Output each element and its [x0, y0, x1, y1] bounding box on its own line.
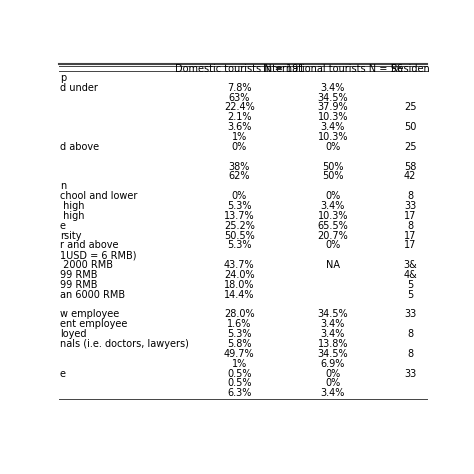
Text: high: high — [60, 211, 84, 221]
Text: d above: d above — [60, 142, 99, 152]
Text: 0%: 0% — [325, 240, 340, 250]
Text: 33: 33 — [404, 310, 416, 319]
Text: 7.8%: 7.8% — [227, 83, 252, 93]
Text: 8: 8 — [407, 191, 413, 201]
Text: 3.4%: 3.4% — [321, 388, 345, 398]
Text: 5.8%: 5.8% — [227, 339, 252, 349]
Text: 13.7%: 13.7% — [224, 211, 255, 221]
Text: e: e — [60, 368, 66, 379]
Text: 2000 RMB: 2000 RMB — [60, 260, 113, 270]
Text: 62%: 62% — [228, 172, 250, 182]
Text: d under: d under — [60, 83, 98, 93]
Text: NA: NA — [326, 260, 340, 270]
Text: 25: 25 — [404, 142, 416, 152]
Text: 3&: 3& — [403, 260, 417, 270]
Text: 5: 5 — [407, 280, 413, 290]
Text: 1%: 1% — [232, 132, 247, 142]
Text: 49.7%: 49.7% — [224, 349, 255, 359]
Text: 0.5%: 0.5% — [227, 378, 252, 388]
Text: 3.4%: 3.4% — [321, 122, 345, 132]
Text: 22.4%: 22.4% — [224, 102, 255, 112]
Text: 28.0%: 28.0% — [224, 310, 255, 319]
Text: 8: 8 — [407, 329, 413, 339]
Text: 3.6%: 3.6% — [227, 122, 251, 132]
Text: 99 RMB: 99 RMB — [60, 280, 98, 290]
Text: ent employee: ent employee — [60, 319, 128, 329]
Text: 34.5%: 34.5% — [318, 92, 348, 102]
Text: 25: 25 — [404, 102, 416, 112]
Text: 99 RMB: 99 RMB — [60, 270, 98, 280]
Text: 3.4%: 3.4% — [321, 329, 345, 339]
Text: 8: 8 — [407, 221, 413, 231]
Text: 0%: 0% — [232, 191, 247, 201]
Text: 50%: 50% — [322, 172, 344, 182]
Text: 6.9%: 6.9% — [321, 359, 345, 369]
Text: r and above: r and above — [60, 240, 118, 250]
Text: 38%: 38% — [228, 162, 250, 172]
Text: 17: 17 — [404, 240, 416, 250]
Text: 34.5%: 34.5% — [318, 310, 348, 319]
Text: 24.0%: 24.0% — [224, 270, 255, 280]
Text: 3.4%: 3.4% — [321, 83, 345, 93]
Text: 0%: 0% — [325, 368, 340, 379]
Text: 33: 33 — [404, 368, 416, 379]
Text: 58: 58 — [404, 162, 416, 172]
Text: 34.5%: 34.5% — [318, 349, 348, 359]
Text: 5.3%: 5.3% — [227, 329, 252, 339]
Text: 18.0%: 18.0% — [224, 280, 255, 290]
Text: 1USD = 6 RMB): 1USD = 6 RMB) — [60, 250, 137, 260]
Text: 10.3%: 10.3% — [318, 112, 348, 122]
Text: e: e — [60, 221, 66, 231]
Text: w employee: w employee — [60, 310, 119, 319]
Text: 14.4%: 14.4% — [224, 290, 255, 300]
Text: 25.2%: 25.2% — [224, 221, 255, 231]
Text: 10.3%: 10.3% — [318, 132, 348, 142]
Text: 2.1%: 2.1% — [227, 112, 252, 122]
Text: p: p — [60, 73, 66, 83]
Text: International tourists N = 56: International tourists N = 56 — [263, 64, 403, 73]
Text: 37.9%: 37.9% — [318, 102, 348, 112]
Text: Domestic tourists N = 191: Domestic tourists N = 191 — [174, 64, 304, 73]
Text: 65.5%: 65.5% — [318, 221, 348, 231]
Text: 8: 8 — [407, 349, 413, 359]
Text: 20.7%: 20.7% — [318, 230, 348, 241]
Text: 63%: 63% — [228, 92, 250, 102]
Text: 13.8%: 13.8% — [318, 339, 348, 349]
Text: 1.6%: 1.6% — [227, 319, 251, 329]
Text: 3.4%: 3.4% — [321, 319, 345, 329]
Text: n: n — [60, 181, 66, 191]
Text: 5: 5 — [407, 290, 413, 300]
Text: an 6000 RMB: an 6000 RMB — [60, 290, 125, 300]
Text: 43.7%: 43.7% — [224, 260, 255, 270]
Text: high: high — [60, 201, 84, 211]
Text: 0%: 0% — [325, 191, 340, 201]
Text: 6.3%: 6.3% — [227, 388, 251, 398]
Text: Residen: Residen — [391, 64, 429, 73]
Text: 17: 17 — [404, 211, 416, 221]
Text: 50: 50 — [404, 122, 416, 132]
Text: 10.3%: 10.3% — [318, 211, 348, 221]
Text: nals (i.e. doctors, lawyers): nals (i.e. doctors, lawyers) — [60, 339, 189, 349]
Text: rsity: rsity — [60, 230, 82, 241]
Text: 1%: 1% — [232, 359, 247, 369]
Text: 5.3%: 5.3% — [227, 240, 252, 250]
Text: 5.3%: 5.3% — [227, 201, 252, 211]
Text: chool and lower: chool and lower — [60, 191, 137, 201]
Text: 42: 42 — [404, 172, 416, 182]
Text: 50%: 50% — [322, 162, 344, 172]
Text: loyed: loyed — [60, 329, 86, 339]
Text: 0%: 0% — [325, 378, 340, 388]
Text: 0%: 0% — [232, 142, 247, 152]
Text: 50.5%: 50.5% — [224, 230, 255, 241]
Text: 0%: 0% — [325, 142, 340, 152]
Text: 0.5%: 0.5% — [227, 368, 252, 379]
Text: 3.4%: 3.4% — [321, 201, 345, 211]
Text: 17: 17 — [404, 230, 416, 241]
Text: 4&: 4& — [403, 270, 417, 280]
Text: 33: 33 — [404, 201, 416, 211]
